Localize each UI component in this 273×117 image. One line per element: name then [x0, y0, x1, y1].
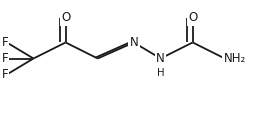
- Text: O: O: [61, 11, 70, 24]
- Text: F: F: [1, 68, 8, 81]
- Text: O: O: [188, 11, 197, 24]
- Text: N: N: [129, 36, 138, 49]
- Text: NH₂: NH₂: [223, 52, 246, 65]
- Text: F: F: [1, 36, 8, 49]
- Text: N: N: [156, 52, 165, 65]
- Text: F: F: [1, 52, 8, 65]
- Text: H: H: [157, 68, 164, 78]
